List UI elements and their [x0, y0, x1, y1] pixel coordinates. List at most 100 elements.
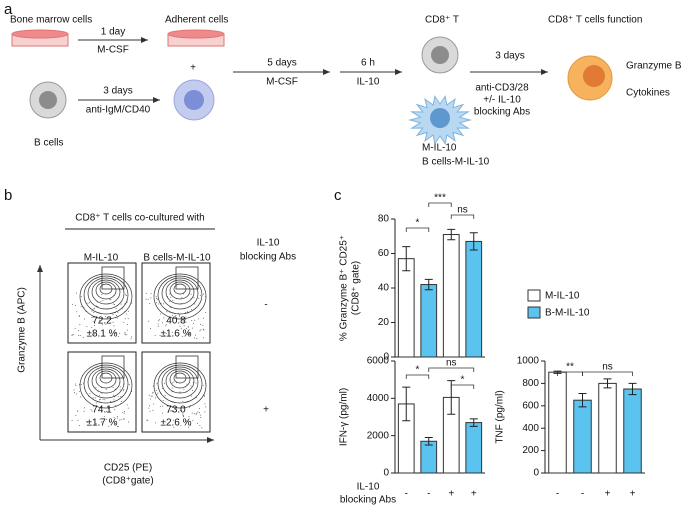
y-tick-label: 20: [378, 317, 390, 328]
y-axis-label: IFN-γ (pg/ml): [339, 388, 350, 446]
event-dot: [124, 332, 126, 334]
event-dot: [200, 416, 202, 418]
legend-label: M-IL-10: [545, 291, 580, 302]
event-dot: [150, 328, 152, 330]
event-dot: [82, 337, 84, 339]
event-dot: [76, 410, 78, 412]
event-dot: [92, 397, 94, 399]
event-dot: [105, 315, 107, 317]
event-dot: [101, 324, 103, 326]
event-dot: [192, 390, 194, 392]
event-dot: [78, 334, 80, 336]
event-dot: [119, 419, 121, 421]
event-dot: [196, 337, 198, 339]
contour: [91, 279, 121, 305]
event-dot: [119, 386, 121, 388]
event-dot: [191, 320, 193, 322]
event-dot: [194, 319, 196, 321]
event-dot: [80, 306, 82, 308]
event-dot: [120, 396, 122, 398]
y-tick-label: 800: [522, 378, 539, 389]
label: Bone marrow cells: [10, 15, 92, 26]
event-dot: [122, 411, 124, 413]
event-dot: [171, 314, 173, 316]
event-dot: [116, 317, 118, 319]
event-dot: [131, 302, 133, 304]
event-dot: [157, 298, 159, 300]
significance-label: ns: [602, 362, 613, 373]
label: blocking Abs: [240, 252, 296, 263]
event-dot: [187, 326, 189, 328]
error-bar: [469, 232, 478, 251]
axis-label: CD25 (PE): [104, 463, 152, 474]
macrophage: [173, 79, 215, 121]
contour: [169, 281, 191, 300]
event-dot: [115, 332, 117, 334]
x-tick-label: -: [556, 489, 559, 500]
event-dot: [117, 396, 119, 398]
event-dot: [165, 325, 167, 327]
event-dot: [150, 395, 152, 397]
event-dot: [146, 419, 148, 421]
x-tick-label: -: [581, 489, 584, 500]
event-dot: [149, 405, 151, 407]
y-tick-label: 1000: [517, 356, 540, 367]
event-dot: [99, 399, 101, 401]
event-dot: [101, 392, 103, 394]
event-dot: [94, 397, 96, 399]
event-dot: [109, 316, 111, 318]
bar: [442, 234, 460, 358]
event-dot: [79, 396, 81, 398]
event-dot: [74, 327, 76, 329]
event-dot: [154, 335, 156, 337]
event-dot: [194, 334, 196, 336]
event-dot: [93, 308, 95, 310]
event-dot: [145, 298, 147, 300]
event-dot: [93, 325, 95, 327]
column-label: B cells-M-IL-10: [143, 253, 211, 264]
event-dot: [193, 322, 195, 324]
event-dot: [169, 301, 171, 303]
bar: [598, 382, 617, 474]
event-dot: [202, 384, 204, 386]
b-cell: [29, 81, 67, 119]
event-dot: [115, 315, 117, 317]
label: B cells-M-IL-10: [422, 157, 490, 168]
event-dot: [71, 419, 73, 421]
event-dot: [158, 319, 160, 321]
event-dot: [148, 320, 150, 322]
significance-label: **: [566, 362, 574, 373]
event-dot: [147, 420, 149, 422]
event-dot: [171, 391, 173, 393]
event-dot: [93, 312, 95, 314]
event-dot: [115, 307, 117, 309]
event-dot: [162, 303, 164, 305]
event-dot: [120, 303, 122, 305]
event-dot: [128, 384, 130, 386]
gate-percent: 74.1: [92, 405, 112, 416]
event-dot: [124, 318, 126, 320]
label: +: [190, 63, 196, 74]
event-dot: [79, 324, 81, 326]
event-dot: [152, 409, 154, 411]
event-dot: [151, 395, 153, 397]
bar: [465, 422, 483, 474]
event-dot: [149, 398, 151, 400]
gate-sd: ±1.7 %: [86, 418, 117, 429]
event-dot: [91, 327, 93, 329]
label: 3 days: [103, 86, 132, 97]
event-dot: [171, 387, 173, 389]
error-bar: [578, 392, 587, 408]
event-dot: [155, 302, 157, 304]
event-dot: [178, 419, 180, 421]
event-dot: [103, 416, 105, 418]
y-tick-label: 0: [383, 468, 389, 479]
contour: [153, 362, 207, 409]
event-dot: [88, 302, 90, 304]
event-dot: [117, 336, 119, 338]
label: IL-10: [257, 238, 280, 249]
contour: [91, 368, 121, 394]
event-dot: [123, 417, 125, 419]
event-dot: [200, 329, 202, 331]
event-dot: [126, 404, 128, 406]
